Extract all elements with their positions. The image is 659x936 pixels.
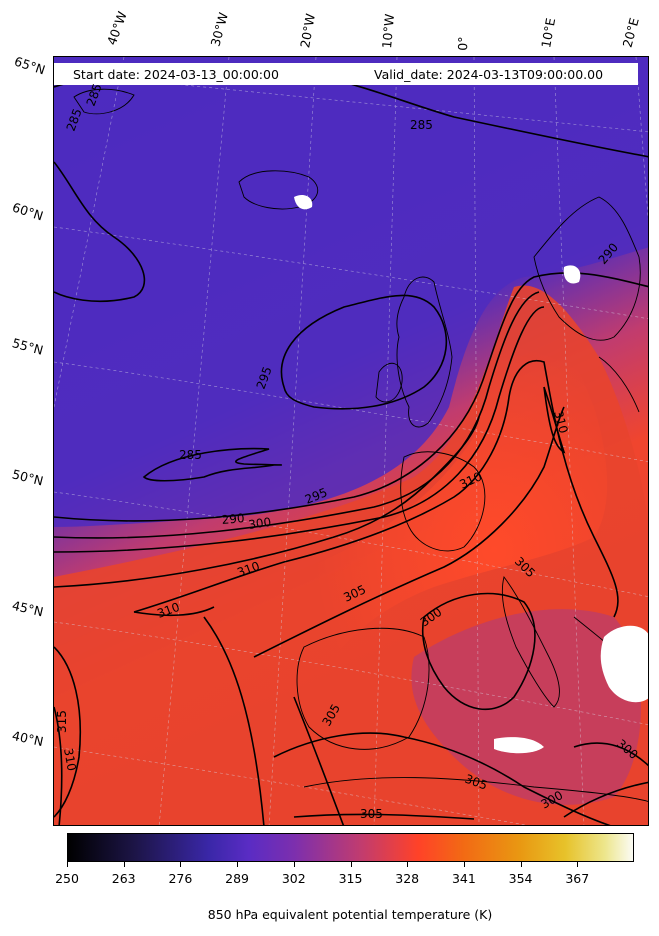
contour-315-west (54, 646, 82, 818)
iberia-coast (296, 627, 430, 750)
contour-label-300: 300 (247, 515, 272, 532)
contour-label-290: 290 (221, 511, 245, 527)
cool-patch-southeast (411, 609, 641, 805)
uk-coast (396, 276, 453, 428)
contour-305 (54, 416, 480, 588)
colorbar-tick-label: 328 (395, 871, 420, 886)
contour-300-se (563, 781, 648, 818)
colorbar-tick-label: 302 (281, 871, 306, 886)
contour-310-c (133, 606, 215, 617)
contour-label-285-loop: 285 (179, 448, 202, 462)
baltic-coast (598, 356, 640, 413)
colorbar-tick-label: 276 (168, 871, 193, 886)
colorbar-tick-label: 289 (225, 871, 250, 886)
start-date-label: Start date: 2024-03-13_00:00:00 (73, 67, 279, 82)
lon-label-0: 0° (455, 36, 471, 51)
lat-label-45n: 45°N (10, 597, 45, 620)
colorbar-tick-label: 367 (565, 871, 590, 886)
greenland-coast (73, 88, 135, 115)
lat-label-55n: 55°N (10, 335, 45, 358)
contour-305-south (273, 732, 611, 825)
colorbar-tick (520, 862, 522, 867)
colorbar-tick (577, 862, 579, 867)
contour-310-west (54, 706, 63, 825)
colorbar-tick (67, 862, 68, 867)
lon-label-20e: 20°E (619, 16, 642, 50)
theta-e-map: 285 285 285 285 295 290 300 295 290 310 … (54, 57, 648, 825)
valid-date-label: Valid_date: 2024-03-13T09:00:00.00 (374, 67, 604, 82)
colorbar-tick-label: 341 (451, 871, 476, 886)
colorbar-tick (293, 862, 295, 867)
contour-310-a (133, 360, 619, 618)
colorbar-tick-label: 250 (55, 871, 79, 886)
colorbar-tick-label: 315 (338, 871, 363, 886)
missing-atlas (494, 737, 544, 754)
lat-label-40n: 40°N (10, 727, 45, 750)
contour-295-loop (280, 294, 448, 410)
colorbar (67, 833, 634, 862)
contour-285-west (54, 161, 146, 303)
cold-airmass (54, 57, 648, 527)
contour-label-285-north: 285 (410, 118, 433, 132)
iceland-coast (238, 170, 319, 210)
contour-inner-warm (203, 616, 265, 825)
contour-label-315: 315 (55, 710, 69, 733)
contour-290 (54, 272, 648, 522)
scandinavia-coast (533, 196, 641, 341)
colorbar-tick (407, 862, 409, 867)
missing-alps (600, 625, 648, 703)
contour-label-310-d: 310 (551, 409, 570, 435)
missing-iceland (294, 195, 313, 210)
ireland-coast (375, 362, 403, 403)
contour-label-305-e: 305 (360, 807, 383, 821)
lat-label-50n: 50°N (10, 466, 45, 489)
contour-310-b (543, 386, 566, 454)
lon-label-10w: 10°W (379, 13, 398, 50)
contour-285-loop (142, 447, 282, 482)
lat-label-60n: 60°N (10, 199, 46, 224)
colorbar-tick (350, 862, 352, 867)
colorbar-tick (237, 862, 239, 867)
lon-label-40w: 40°W (103, 9, 130, 47)
contour-300-loop (421, 592, 536, 711)
lon-label-30w: 30°W (207, 10, 231, 48)
lon-label-20w: 20°W (297, 12, 318, 49)
contour-300-east (573, 742, 648, 767)
lon-label-10e: 10°E (538, 16, 559, 49)
contour-295 (54, 291, 540, 539)
colorbar-tick-label: 354 (508, 871, 533, 886)
contour-300 (54, 306, 545, 553)
colorbar-tick (123, 862, 125, 867)
contour-label-310-w: 310 (61, 747, 79, 772)
colorbar-tick (463, 862, 465, 867)
colorbar-tick-label: 263 (111, 871, 136, 886)
contour-inner-warm-2 (293, 696, 345, 825)
colorbar-tick (180, 862, 182, 867)
contour-305-southwest (293, 813, 475, 820)
map-panel: 285 285 285 285 295 290 300 295 290 310 … (53, 56, 649, 826)
missing-norway (563, 265, 581, 284)
missing-data-patches (294, 195, 648, 754)
theta-e-contours (54, 69, 648, 825)
italy-coast (501, 575, 560, 708)
africa-coast (303, 777, 648, 802)
colorbar-title: 850 hPa equivalent potential temperature… (207, 907, 493, 922)
lat-label-65n: 65°N (12, 53, 48, 78)
contour-305-main (253, 406, 565, 658)
